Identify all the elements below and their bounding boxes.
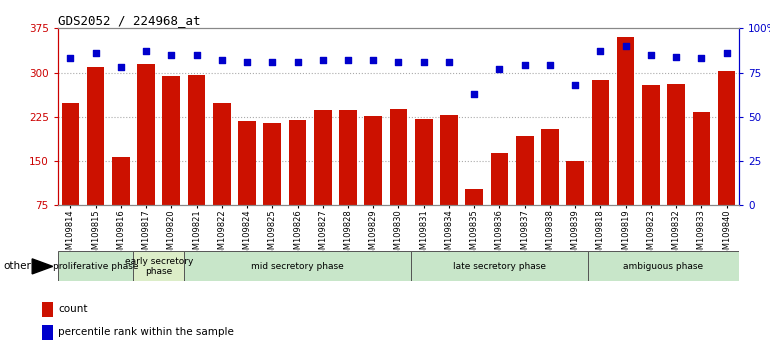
- Text: other: other: [4, 261, 32, 272]
- Point: [266, 59, 279, 65]
- Text: percentile rank within the sample: percentile rank within the sample: [58, 327, 234, 337]
- Point: [544, 63, 556, 68]
- Point: [165, 52, 177, 58]
- Point: [89, 50, 102, 56]
- Bar: [133, 251, 184, 281]
- Point: [619, 43, 631, 49]
- Text: early secretory
phase: early secretory phase: [125, 257, 193, 276]
- Bar: [42, 325, 53, 340]
- Bar: [541, 129, 559, 250]
- Point: [241, 59, 253, 65]
- Bar: [465, 189, 483, 250]
- Point: [367, 57, 380, 63]
- Point: [644, 52, 657, 58]
- Point: [721, 50, 733, 56]
- Point: [670, 54, 682, 59]
- Bar: [668, 84, 685, 250]
- Bar: [591, 80, 609, 250]
- Bar: [263, 123, 281, 250]
- Text: late secretory phase: late secretory phase: [453, 262, 546, 271]
- Bar: [718, 72, 735, 250]
- Point: [417, 59, 430, 65]
- Bar: [411, 251, 588, 281]
- Point: [443, 59, 455, 65]
- Bar: [314, 110, 332, 250]
- Bar: [490, 153, 508, 250]
- Bar: [62, 103, 79, 250]
- Bar: [692, 112, 710, 250]
- Bar: [516, 136, 534, 250]
- Bar: [238, 121, 256, 250]
- Point: [518, 63, 531, 68]
- Bar: [87, 67, 105, 250]
- Text: mid secretory phase: mid secretory phase: [251, 262, 344, 271]
- Point: [190, 52, 203, 58]
- Text: proliferative phase: proliferative phase: [53, 262, 139, 271]
- Bar: [588, 251, 739, 281]
- Point: [216, 57, 228, 63]
- Text: count: count: [58, 304, 88, 314]
- Point: [569, 82, 581, 88]
- Bar: [390, 109, 407, 250]
- Point: [115, 64, 127, 70]
- Bar: [339, 110, 357, 250]
- Point: [468, 91, 480, 97]
- Bar: [617, 37, 634, 250]
- Bar: [213, 103, 231, 250]
- Bar: [289, 120, 306, 250]
- Text: ambiguous phase: ambiguous phase: [624, 262, 704, 271]
- Bar: [415, 119, 433, 250]
- Bar: [137, 64, 155, 250]
- Point: [291, 59, 303, 65]
- Point: [316, 57, 329, 63]
- Bar: [112, 157, 129, 250]
- Point: [695, 56, 708, 61]
- Bar: [440, 115, 458, 250]
- Text: GDS2052 / 224968_at: GDS2052 / 224968_at: [58, 14, 200, 27]
- Point: [342, 57, 354, 63]
- Point: [140, 48, 152, 54]
- Bar: [566, 161, 584, 250]
- Point: [64, 56, 76, 61]
- Bar: [58, 251, 133, 281]
- Polygon shape: [32, 259, 52, 274]
- Bar: [642, 85, 660, 250]
- Bar: [184, 251, 411, 281]
- Bar: [42, 302, 53, 317]
- Bar: [162, 75, 180, 250]
- Point: [594, 48, 607, 54]
- Bar: [188, 75, 206, 250]
- Point: [392, 59, 404, 65]
- Bar: [364, 116, 382, 250]
- Point: [494, 66, 506, 72]
